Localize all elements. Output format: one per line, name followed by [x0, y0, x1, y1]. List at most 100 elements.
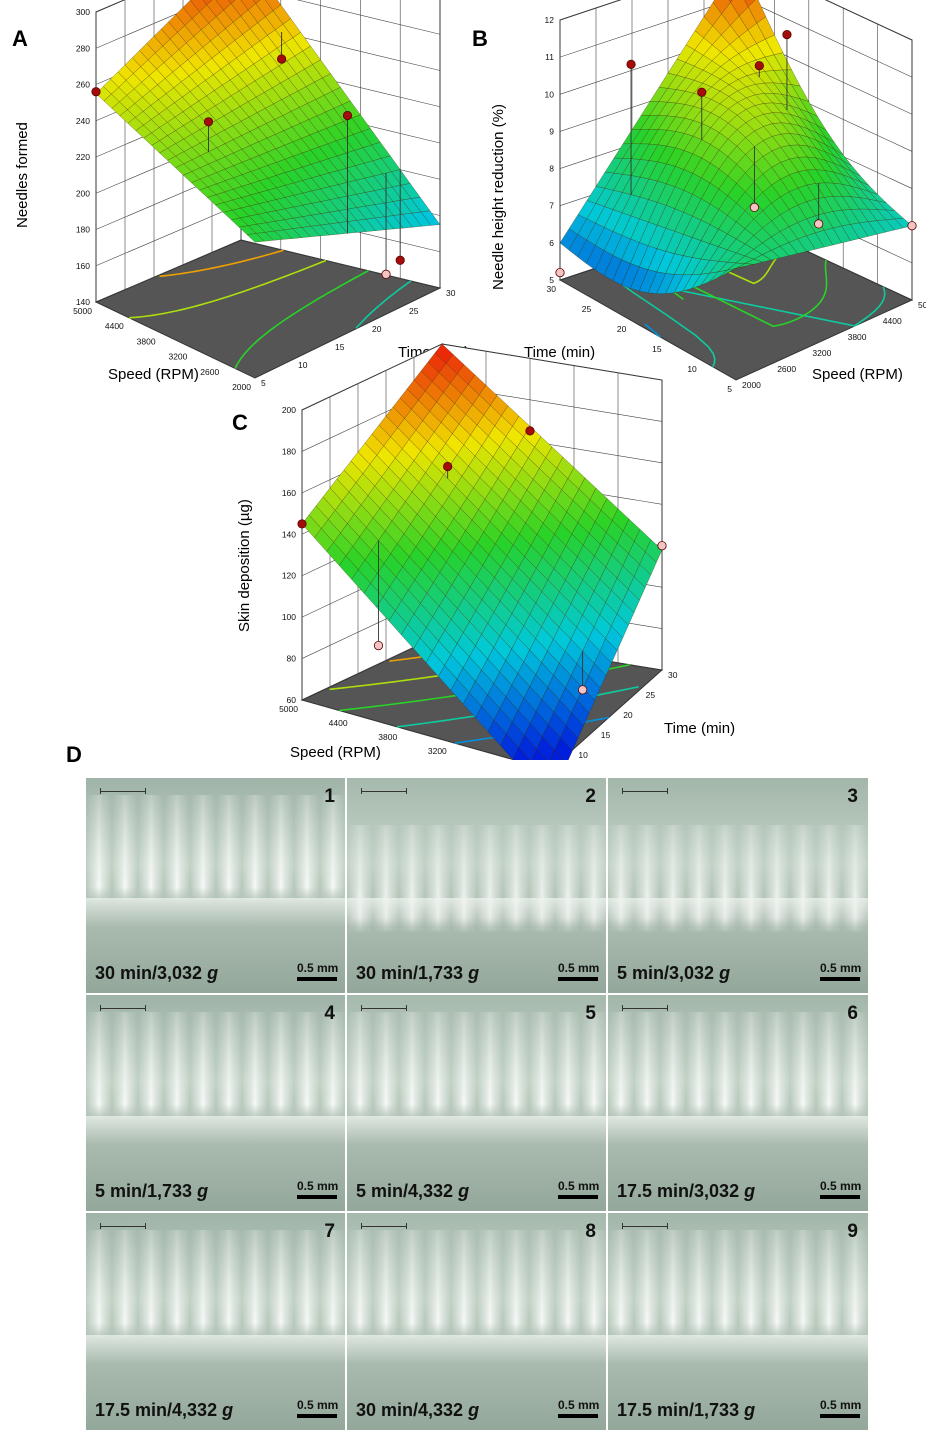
chart-a-contour	[355, 280, 412, 329]
surface-cell	[512, 747, 531, 760]
microneedle-array	[347, 1230, 606, 1339]
chart-c-surface: 6080100120140160180200500044003800320026…	[279, 343, 678, 760]
scale-bar: 0.5 mm	[558, 1179, 599, 1199]
surface-cell	[728, 0, 733, 3]
z-tick-label: 200	[282, 405, 296, 415]
microneedle-array	[608, 1012, 868, 1121]
chart-b-gridline	[825, 0, 913, 41]
condition-time-force: 30 min/1,733	[356, 963, 469, 983]
chart-c-ylabel: Time (min)	[664, 720, 736, 737]
z-tick-label: 9	[549, 126, 554, 136]
condition-unit: g	[468, 963, 480, 983]
axis-tick-label: 3200	[428, 746, 447, 756]
axis-tick-label: 30	[668, 670, 678, 680]
z-tick-label: 60	[287, 695, 297, 705]
chart-a-design-points	[91, 32, 405, 279]
scale-bar-label: 0.5 mm	[558, 1398, 600, 1412]
z-tick-label: 180	[76, 225, 90, 235]
design-point	[373, 640, 384, 651]
micro-scale-ruler	[622, 1005, 668, 1011]
scale-bar-line	[558, 977, 598, 981]
design-point	[443, 461, 453, 472]
chart-a-gridline	[95, 239, 242, 303]
chart-c-ticks: 6080100120140160180200500044003800320026…	[279, 405, 678, 760]
scale-bar-label: 0.5 mm	[820, 961, 862, 975]
condition-unit: g	[719, 963, 731, 983]
design-point	[657, 541, 667, 551]
chart-a-gridline	[240, 239, 441, 289]
chart-a-contour	[159, 249, 284, 278]
image-number: 4	[324, 1003, 335, 1024]
axis-tick-label: 5000	[279, 704, 298, 714]
chart-b-contour	[644, 323, 661, 338]
axis-tick-label: 20	[372, 324, 382, 334]
z-tick-label: 280	[76, 43, 90, 53]
condition-time-force: 30 min/4,332	[356, 1400, 469, 1420]
axis-tick-label: 10	[298, 360, 308, 370]
condition-unit: g	[468, 1400, 480, 1420]
scale-bar: 0.5 mm	[820, 1398, 862, 1418]
axis-tick-label: 3200	[812, 348, 831, 358]
needle-baseplate	[608, 1115, 868, 1147]
chart-b-xlabel: Speed (RPM)	[812, 366, 903, 383]
condition-unit: g	[197, 1181, 209, 1201]
chart-a-contour	[234, 270, 369, 369]
surface-cell	[228, 0, 236, 4]
z-tick-label: 100	[282, 612, 296, 622]
scale-bar-line	[558, 1414, 598, 1418]
z-tick-label: 7	[549, 201, 554, 211]
image-condition-label: 17.5 min/1,733 g	[617, 1400, 755, 1421]
z-tick-label: 220	[76, 152, 90, 162]
axis-tick-label: 5000	[73, 306, 92, 316]
condition-unit: g	[458, 1181, 470, 1201]
micrograph-6: 6 17.5 min/3,032 g 0.5 mm	[608, 995, 868, 1211]
scale-bar-label: 0.5 mm	[820, 1398, 862, 1412]
design-point	[782, 30, 792, 40]
axis-tick-label: 3200	[168, 352, 187, 362]
chart-a-gridline	[95, 0, 210, 49]
chart-c-design-points	[297, 426, 667, 695]
z-tick-label: 140	[76, 297, 90, 307]
z-tick-label: 300	[76, 7, 90, 17]
chart-a-contour	[129, 259, 327, 319]
condition-time-force: 5 min/4,332	[356, 1181, 459, 1201]
axis-tick-label: 2000	[232, 382, 251, 392]
scale-bar: 0.5 mm	[297, 1179, 338, 1199]
micrograph-7: 7 17.5 min/4,332 g 0.5 mm	[86, 1213, 345, 1430]
chart-b-ticks: 5 6 7 8 9 10 11 12 30 25 20 15 10 5 2000 2600 3200 3800 44…	[545, 15, 926, 394]
scale-bar-line	[558, 1195, 598, 1199]
z-tick-label: 8	[549, 164, 554, 174]
microneedle-array	[86, 1230, 345, 1339]
axis-tick-label: 20	[617, 324, 627, 334]
image-number: 7	[324, 1221, 335, 1242]
scale-bar-line	[297, 1414, 337, 1418]
z-tick-label: 160	[282, 488, 296, 498]
z-tick-label: 5	[549, 275, 554, 285]
chart-b-gridline	[559, 0, 621, 21]
design-point	[626, 59, 636, 69]
scale-bar: 0.5 mm	[558, 961, 599, 981]
chart-a-surface-mesh	[95, 0, 441, 243]
design-point	[907, 221, 917, 231]
axis-tick-label: 20	[623, 710, 633, 720]
axis-tick-label: 10	[578, 750, 588, 760]
image-condition-label: 30 min/3,032 g	[95, 963, 218, 984]
axis-tick-label: 25	[582, 304, 592, 314]
chart-a-xlabel: Speed (RPM)	[108, 366, 199, 383]
micro-scale-ruler	[622, 1223, 668, 1229]
axis-tick-label: 30	[446, 288, 456, 298]
condition-unit: g	[744, 1400, 756, 1420]
axis-tick-label: 25	[646, 690, 656, 700]
axis-tick-label: 4400	[105, 321, 124, 331]
image-number: 1	[324, 786, 335, 807]
surface-cell	[531, 748, 548, 760]
microneedle-array	[347, 1012, 606, 1121]
design-point	[277, 54, 287, 64]
design-point	[203, 117, 214, 127]
axis-tick-label: 2000	[742, 380, 761, 390]
needle-baseplate	[86, 898, 345, 929]
micro-scale-ruler	[100, 788, 146, 794]
micrograph-9: 9 17.5 min/1,733 g 0.5 mm	[608, 1213, 868, 1430]
condition-time-force: 5 min/1,733	[95, 1181, 198, 1201]
microneedle-image-grid: 1 30 min/3,032 g 0.5 mm 2 30 min/1,733 g 0.5 …	[86, 778, 868, 1430]
